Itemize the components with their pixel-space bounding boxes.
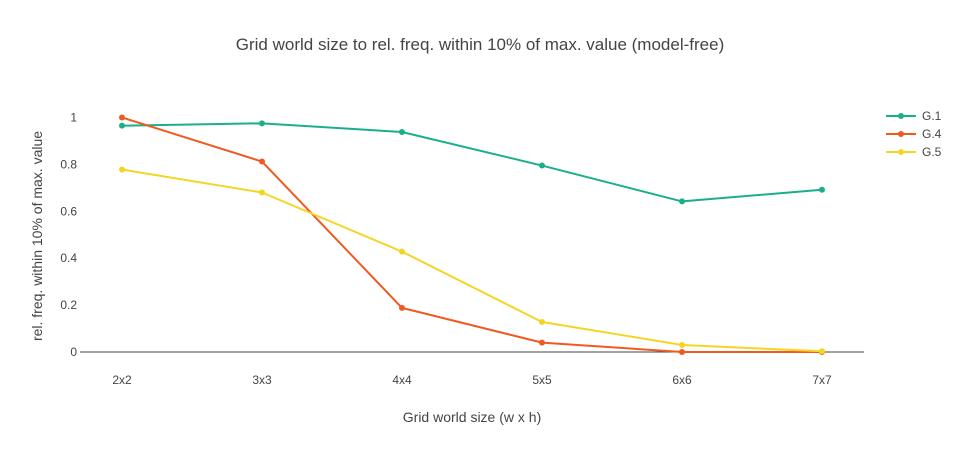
legend-swatch-marker xyxy=(898,113,904,119)
x-axis-label: Grid world size (w x h) xyxy=(403,409,541,425)
plot-area: 0 0.2 0.4 0.6 0.8 1 2x2 3x3 4x4 5x5 6x6 7x7 xyxy=(60,110,864,387)
series-line xyxy=(121,168,823,353)
series-points xyxy=(119,114,825,355)
data-point[interactable] xyxy=(119,122,125,129)
data-point[interactable] xyxy=(259,120,265,127)
chart-title: Grid world size to rel. freq. within 10%… xyxy=(236,35,724,54)
legend-item[interactable]: G.5 xyxy=(886,145,942,159)
data-point[interactable] xyxy=(679,349,685,355)
x-tick-label: 5x5 xyxy=(532,373,552,387)
legend-item[interactable]: G.4 xyxy=(886,127,942,141)
x-tick-label: 2x2 xyxy=(112,373,132,387)
x-tick-label: 6x6 xyxy=(672,373,692,387)
legend-label: G.1 xyxy=(922,109,942,123)
legend-label: G.4 xyxy=(922,127,942,141)
legend-swatch-marker xyxy=(898,149,904,155)
y-tick-label: 0.2 xyxy=(60,298,77,312)
y-tick-label: 0.4 xyxy=(60,251,77,265)
series-line xyxy=(121,122,823,203)
legend-label: G.5 xyxy=(922,145,942,159)
data-point[interactable] xyxy=(399,248,405,255)
data-point[interactable] xyxy=(539,162,545,169)
data-point[interactable] xyxy=(119,166,125,173)
data-point[interactable] xyxy=(679,198,685,205)
y-tick-label: 1 xyxy=(70,110,77,124)
series-line xyxy=(121,116,822,353)
legend[interactable]: G.1 G.4 G.5 xyxy=(886,109,942,159)
series-lines xyxy=(121,116,823,353)
data-point[interactable] xyxy=(119,114,125,121)
data-point[interactable] xyxy=(679,341,685,348)
legend-item[interactable]: G.1 xyxy=(886,109,942,123)
legend-swatch-marker xyxy=(898,131,904,137)
data-point[interactable] xyxy=(819,186,825,193)
data-point[interactable] xyxy=(259,189,265,196)
data-point[interactable] xyxy=(539,339,545,346)
x-axis-ticks: 2x2 3x3 4x4 5x5 6x6 7x7 xyxy=(112,373,832,387)
x-tick-label: 7x7 xyxy=(812,373,832,387)
y-axis-label: rel. freq. within 10% of max. value xyxy=(29,131,45,341)
y-tick-label: 0.8 xyxy=(60,157,77,171)
x-tick-label: 4x4 xyxy=(392,373,412,387)
data-point[interactable] xyxy=(539,318,545,325)
y-tick-label: 0.6 xyxy=(60,204,77,218)
x-tick-label: 3x3 xyxy=(252,373,272,387)
y-axis-ticks: 0 0.2 0.4 0.6 0.8 1 xyxy=(60,110,77,359)
data-point[interactable] xyxy=(399,128,405,135)
y-tick-label: 0 xyxy=(70,345,77,359)
data-point[interactable] xyxy=(259,158,265,165)
data-point[interactable] xyxy=(399,304,405,311)
data-point[interactable] xyxy=(819,348,825,355)
